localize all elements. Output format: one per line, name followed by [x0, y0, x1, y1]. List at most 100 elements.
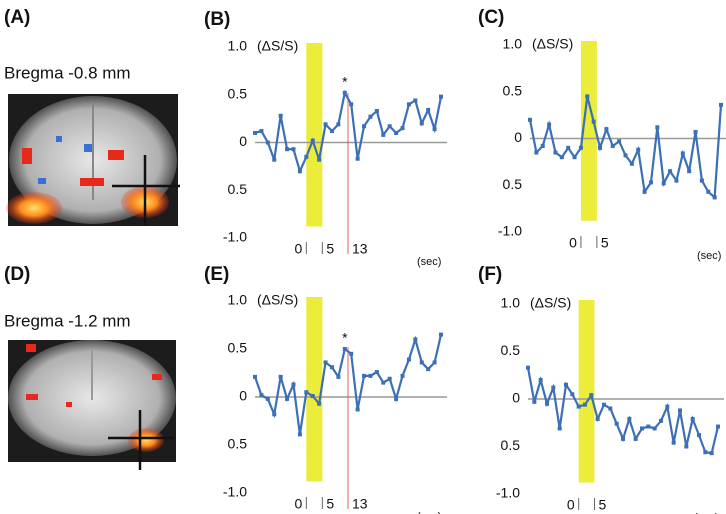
- data-point: [655, 125, 660, 130]
- data-point: [678, 408, 682, 413]
- data-point: [553, 150, 558, 155]
- y-tick-label: -1.0: [498, 223, 522, 239]
- data-point: [381, 132, 386, 137]
- y-tick-label: 0: [514, 129, 522, 145]
- panel-label: (A): [4, 7, 30, 28]
- activation: [128, 428, 164, 452]
- data-point: [687, 169, 692, 174]
- data-point: [595, 416, 600, 421]
- image-caption: Bregma -0.8 mm: [4, 63, 131, 82]
- data-point: [310, 394, 315, 399]
- x-tick-label: 0: [295, 241, 303, 257]
- data-point: [304, 154, 309, 159]
- data-point: [585, 94, 590, 99]
- data-point: [374, 370, 379, 375]
- activation: [80, 178, 104, 186]
- data-line: [253, 334, 443, 435]
- data-point: [426, 108, 431, 113]
- y-tick-label: 0.5: [228, 181, 248, 197]
- data-point: [362, 124, 367, 129]
- data-point: [557, 426, 562, 431]
- data-point: [265, 140, 270, 145]
- data-point: [272, 157, 277, 162]
- data-point: [406, 357, 411, 362]
- data-point: [278, 113, 283, 118]
- data-point: [636, 147, 641, 152]
- x-tick-label: 5: [326, 241, 334, 257]
- panel-label: (B): [204, 9, 230, 30]
- data-point: [591, 119, 596, 124]
- y-tick-label: 0: [239, 133, 247, 149]
- y-tick-label: -1.0: [223, 229, 247, 245]
- line-chart: (E) (ΔS/S) 1.0 0.5 0 0.5 -1.0 0 5 13 (sec) *: [204, 264, 447, 514]
- stimulus-band: [578, 300, 595, 483]
- y-tick-label: 0: [512, 390, 520, 406]
- x-tick-label: 5: [326, 496, 334, 512]
- y-tick-label: 0.5: [228, 340, 248, 356]
- data-point: [547, 122, 552, 127]
- data-point: [406, 102, 411, 107]
- x-axis-label: (sec): [417, 511, 441, 514]
- data-point: [693, 129, 698, 134]
- line-chart: (B) (ΔS/S) 1.0 0.5 0 0.5 -1.0 0 5 13 (sec) *: [204, 9, 447, 268]
- line-chart: (F) (ΔS/S) 1.0 0.5 0 0.5 -1.0 0 5 (sec): [478, 264, 724, 514]
- data-point: [642, 189, 647, 194]
- data-point: [699, 178, 704, 183]
- data-point: [661, 181, 666, 186]
- data-point: [259, 393, 264, 398]
- y-axis-label: (ΔS/S): [530, 295, 571, 311]
- data-point: [323, 360, 328, 365]
- data-point: [304, 390, 309, 395]
- activation: [6, 192, 62, 224]
- data-point: [432, 127, 437, 132]
- data-point: [538, 378, 543, 382]
- data-point: [394, 396, 399, 401]
- data-point: [394, 130, 399, 135]
- data-point: [253, 130, 257, 135]
- data-point: [285, 147, 290, 152]
- data-point: [608, 406, 613, 411]
- y-tick-label: 0.5: [503, 176, 523, 192]
- data-point: [291, 147, 296, 152]
- data-point: [297, 169, 302, 174]
- data-point: [532, 399, 537, 404]
- data-point: [621, 436, 625, 441]
- y-tick-label: 1.0: [503, 36, 523, 52]
- y-tick-label: -1.0: [223, 484, 247, 500]
- data-point: [259, 129, 264, 134]
- data-point: [709, 451, 714, 456]
- data-point: [668, 169, 673, 174]
- data-point: [253, 374, 257, 379]
- data-point: [572, 155, 577, 160]
- brain-image-a: [6, 94, 180, 226]
- data-point: [355, 156, 360, 161]
- data-point: [716, 424, 720, 429]
- data-point: [674, 178, 679, 183]
- x-tick-label: 0: [567, 497, 575, 513]
- y-tick-label: -1.0: [496, 485, 520, 501]
- y-tick-label: 0.5: [501, 437, 521, 453]
- data-point: [604, 127, 609, 132]
- data-point: [310, 138, 315, 143]
- data-point: [265, 396, 270, 401]
- data-point: [342, 90, 347, 95]
- y-tick-label: 0.5: [228, 85, 248, 101]
- data-point: [633, 436, 638, 441]
- data-point: [419, 121, 424, 126]
- activation: [26, 344, 36, 352]
- data-point: [690, 416, 695, 421]
- y-tick-label: 1.0: [228, 292, 248, 308]
- data-point: [576, 404, 581, 409]
- x-tick-label: 5: [601, 235, 609, 251]
- data-point: [272, 412, 277, 417]
- data-point: [602, 402, 606, 407]
- data-line: [528, 96, 723, 200]
- data-point: [413, 98, 418, 103]
- data-point: [419, 360, 424, 365]
- data-point: [439, 332, 443, 337]
- data-point: [610, 143, 615, 148]
- deactivation: [56, 136, 62, 142]
- line-chart: (C) (ΔS/S) 1.0 0.5 0 0.5 -1.0 0 5 (sec): [478, 7, 726, 262]
- activation: [66, 402, 72, 407]
- y-axis-label: (ΔS/S): [257, 38, 298, 54]
